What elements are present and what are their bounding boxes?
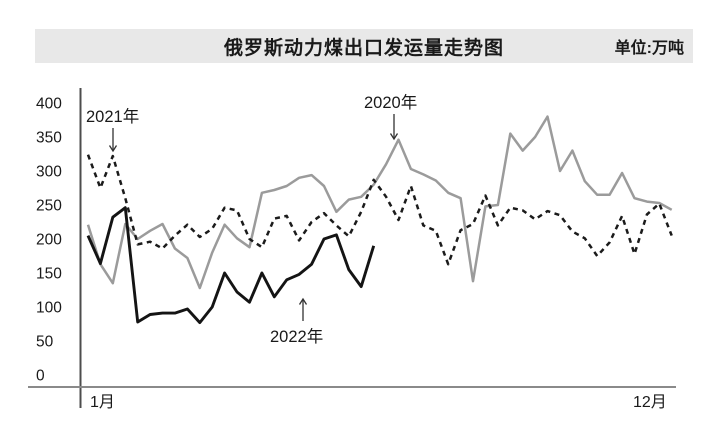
series-line-2021年 — [86, 154, 673, 266]
unit-label: 单位:万吨 — [614, 40, 684, 57]
annotation-2022年: 2022年 — [270, 297, 323, 346]
series-label: 2021年 — [86, 107, 139, 126]
series-label: 2022年 — [270, 327, 323, 346]
x-axis-label-start: 1月 — [90, 394, 115, 411]
arrow-down-icon — [389, 133, 399, 141]
y-tick-label: 300 — [36, 164, 62, 181]
series-line-2020年 — [86, 115, 673, 290]
series-annotations: 2021年 2020年 2022年 — [86, 93, 417, 346]
chart-title-bar: 俄罗斯动力煤出口发运量走势图 单位:万吨 — [35, 29, 693, 63]
y-tick-label: 150 — [36, 266, 62, 283]
y-tick-label: 400 — [36, 96, 62, 113]
series-label: 2020年 — [364, 93, 417, 112]
series-lines — [86, 115, 673, 325]
y-tick-label: 50 — [36, 334, 54, 351]
annotation-2021年: 2021年 — [86, 107, 139, 153]
y-tick-label: 350 — [36, 130, 62, 147]
y-tick-label: 100 — [36, 300, 62, 317]
annotation-2020年: 2020年 — [364, 93, 417, 141]
series-line-2022年 — [86, 206, 376, 325]
arrow-down-icon — [108, 145, 118, 153]
y-tick-labels: 400 350 300 250 200 150 100 50 0 — [36, 96, 62, 385]
y-tick-label: 250 — [36, 198, 62, 215]
arrow-up-icon — [298, 297, 308, 305]
chart-title: 俄罗斯动力煤出口发运量走势图 — [223, 37, 504, 59]
x-axis-label-end: 12月 — [633, 394, 667, 411]
y-tick-label: 200 — [36, 232, 62, 249]
y-tick-label: 0 — [36, 368, 45, 385]
